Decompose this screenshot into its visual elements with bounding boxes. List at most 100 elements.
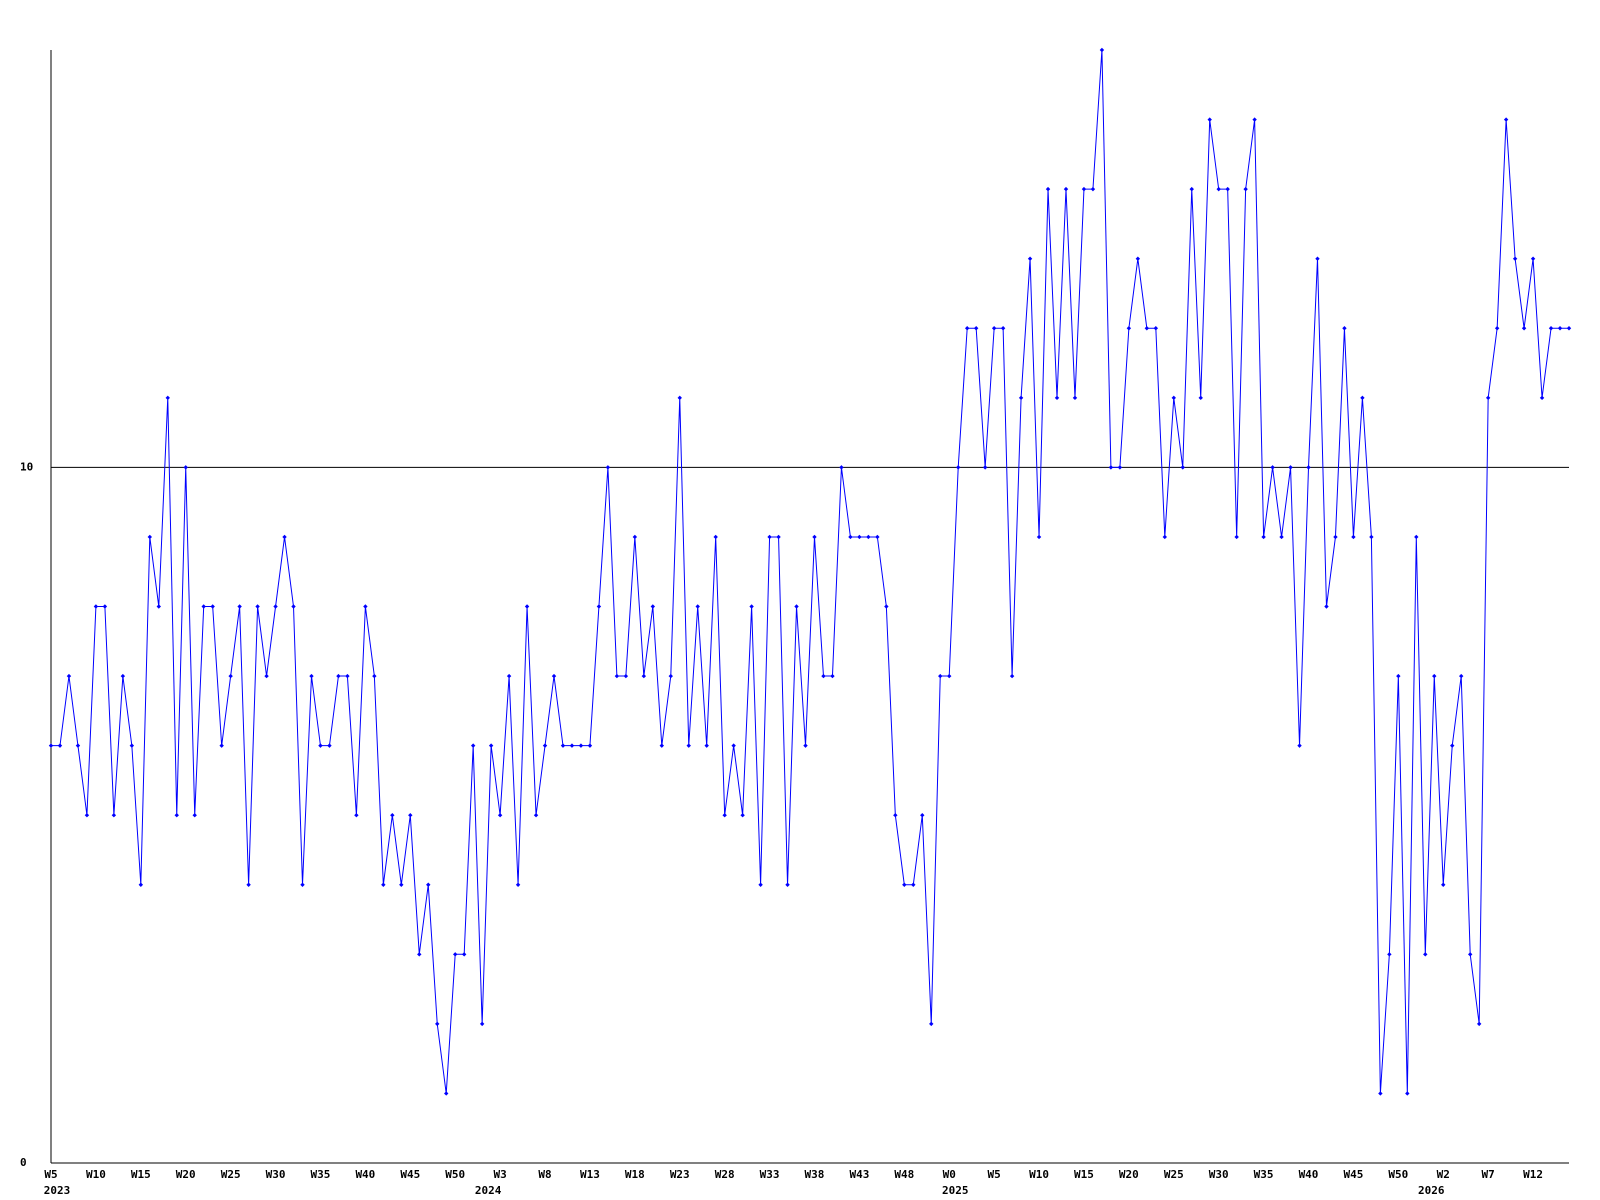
data-point bbox=[120, 673, 126, 679]
data-point bbox=[336, 673, 341, 679]
data-point bbox=[192, 812, 197, 818]
x-tick-label: W8 bbox=[538, 1168, 551, 1181]
data-point bbox=[1315, 256, 1320, 261]
data-point bbox=[381, 882, 386, 887]
data-point bbox=[1261, 534, 1266, 540]
data-point bbox=[1450, 743, 1455, 748]
data-point bbox=[947, 673, 952, 679]
data-point bbox=[1036, 534, 1042, 540]
data-point bbox=[48, 743, 54, 748]
x-tick-label: W45 bbox=[1343, 1168, 1363, 1181]
data-point bbox=[453, 952, 458, 957]
data-point bbox=[839, 465, 844, 470]
data-point bbox=[264, 673, 269, 679]
data-point bbox=[1279, 534, 1284, 540]
data-point bbox=[1180, 465, 1185, 470]
data-point bbox=[830, 673, 835, 679]
data-point bbox=[1423, 952, 1428, 957]
data-point bbox=[749, 604, 754, 609]
data-point bbox=[524, 604, 530, 609]
data-point bbox=[704, 743, 709, 748]
data-point bbox=[542, 743, 548, 748]
data-point bbox=[902, 882, 907, 887]
data-point bbox=[1342, 326, 1347, 331]
data-point bbox=[1135, 256, 1141, 261]
data-point bbox=[1009, 673, 1015, 679]
x-tick-label: W5 bbox=[44, 1168, 57, 1181]
data-point bbox=[1333, 534, 1338, 540]
data-point bbox=[1378, 1091, 1383, 1096]
data-point bbox=[470, 743, 476, 748]
data-point bbox=[1467, 952, 1473, 957]
x-tick-label: W10 bbox=[1029, 1168, 1049, 1181]
x-tick-label: W7 bbox=[1482, 1168, 1495, 1181]
data-point bbox=[884, 604, 889, 609]
x-tick-label: W28 bbox=[715, 1168, 735, 1181]
data-point bbox=[1459, 673, 1464, 679]
data-point bbox=[327, 743, 332, 748]
data-point bbox=[147, 534, 153, 540]
data-point bbox=[1270, 465, 1275, 470]
data-point bbox=[488, 743, 494, 748]
data-line bbox=[51, 49, 1569, 1094]
data-point bbox=[956, 465, 961, 470]
x-year-label: 2024 bbox=[475, 1184, 502, 1197]
data-point bbox=[893, 812, 898, 818]
data-point bbox=[417, 952, 422, 957]
data-point bbox=[1054, 395, 1060, 401]
data-point bbox=[1324, 604, 1329, 609]
data-point bbox=[1557, 326, 1563, 331]
data-point bbox=[911, 882, 916, 887]
x-tick-label: W12 bbox=[1523, 1168, 1543, 1181]
x-tick-label: W50 bbox=[1388, 1168, 1408, 1181]
x-tick-label: W43 bbox=[849, 1168, 869, 1181]
data-point bbox=[650, 604, 656, 609]
data-point bbox=[426, 882, 431, 887]
data-point bbox=[156, 604, 161, 609]
data-point bbox=[1081, 186, 1087, 192]
data-point bbox=[803, 743, 808, 748]
data-point bbox=[1045, 186, 1051, 192]
data-point bbox=[1369, 534, 1374, 540]
data-point bbox=[1387, 952, 1392, 957]
data-point bbox=[785, 882, 790, 887]
data-point bbox=[1018, 395, 1024, 401]
data-point bbox=[533, 812, 539, 818]
x-tick-label: W15 bbox=[1074, 1168, 1094, 1181]
x-tick-label: W25 bbox=[1164, 1168, 1184, 1181]
data-point bbox=[1288, 465, 1293, 470]
data-point bbox=[1432, 673, 1437, 679]
data-point bbox=[461, 952, 467, 957]
data-point bbox=[560, 743, 566, 748]
x-tick-label: W20 bbox=[176, 1168, 196, 1181]
data-point bbox=[722, 812, 727, 818]
x-tick-label: W35 bbox=[311, 1168, 331, 1181]
data-point bbox=[569, 743, 575, 748]
data-point bbox=[695, 604, 700, 609]
data-point bbox=[57, 743, 63, 748]
data-point bbox=[578, 743, 584, 748]
x-tick-label: W48 bbox=[894, 1168, 914, 1181]
data-point bbox=[623, 673, 629, 679]
data-point bbox=[758, 882, 763, 887]
data-point bbox=[614, 673, 620, 679]
data-point bbox=[1539, 395, 1545, 401]
data-point bbox=[1234, 534, 1239, 540]
x-tick-label: W30 bbox=[266, 1168, 286, 1181]
data-point bbox=[1171, 395, 1176, 401]
data-point bbox=[1198, 395, 1203, 401]
x-tick-label: W20 bbox=[1119, 1168, 1139, 1181]
x-tick-label: W25 bbox=[221, 1168, 241, 1181]
x-tick-label: W23 bbox=[670, 1168, 690, 1181]
data-point bbox=[1405, 1091, 1410, 1096]
x-tick-label: W5 bbox=[988, 1168, 1001, 1181]
data-point bbox=[875, 534, 880, 540]
x-tick-label: W33 bbox=[760, 1168, 780, 1181]
data-point bbox=[129, 743, 135, 748]
data-point bbox=[1485, 395, 1491, 401]
data-point bbox=[1243, 186, 1248, 192]
x-year-label: 2026 bbox=[1418, 1184, 1445, 1197]
data-point bbox=[1351, 534, 1356, 540]
data-point bbox=[273, 604, 278, 609]
